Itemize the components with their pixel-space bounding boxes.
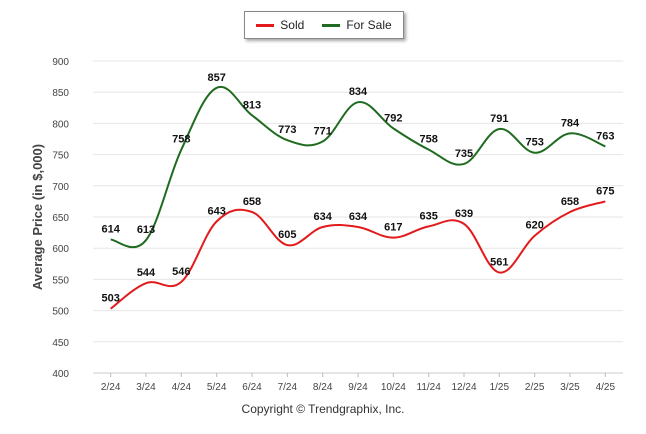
legend-label-for-sale: For Sale	[346, 18, 392, 32]
series-line-sold	[110, 200, 606, 310]
data-label-sold: 639	[455, 208, 473, 220]
data-label-for-sale: 792	[384, 112, 402, 124]
data-label-sold: 544	[137, 267, 156, 279]
y-tick-label: 550	[52, 275, 69, 286]
y-tick-label: 700	[52, 182, 69, 193]
x-tick-label: 2/25	[525, 382, 545, 393]
y-tick-label: 900	[52, 57, 69, 68]
y-tick-label: 400	[52, 369, 69, 380]
data-label-sold: 634	[349, 211, 368, 223]
legend-swatch-for-sale	[322, 23, 341, 27]
data-label-for-sale: 771	[313, 125, 331, 137]
data-label-sold: 658	[243, 196, 261, 208]
data-label-for-sale: 613	[137, 224, 155, 236]
data-label-for-sale: 614	[101, 223, 120, 235]
x-tick-label: 12/24	[451, 382, 476, 393]
y-tick-label: 650	[52, 213, 69, 224]
series-line-for-sale	[110, 85, 606, 249]
x-tick-label: 4/25	[596, 382, 616, 393]
x-tick-label: 5/24	[207, 382, 227, 393]
legend-item-sold[interactable]: Sold	[256, 18, 304, 32]
data-label-for-sale: 758	[172, 134, 190, 146]
data-label-sold: 546	[172, 266, 190, 278]
data-label-sold: 635	[419, 210, 437, 222]
x-tick-label: 9/24	[348, 382, 368, 393]
data-label-for-sale: 813	[243, 99, 261, 111]
data-label-sold: 675	[596, 185, 614, 197]
y-tick-label: 600	[52, 244, 69, 255]
y-tick-label: 750	[52, 151, 69, 162]
x-tick-label: 4/24	[172, 382, 192, 393]
chart-legend: Sold For Sale	[244, 11, 404, 39]
data-label-for-sale: 834	[349, 86, 368, 98]
x-tick-label: 3/25	[560, 382, 580, 393]
x-tick-label: 3/24	[136, 382, 156, 393]
legend-swatch-sold	[256, 23, 275, 27]
x-tick-label: 10/24	[381, 382, 406, 393]
data-label-for-sale: 784	[561, 117, 580, 129]
y-axis-title: Average Price (in $,000)	[30, 144, 45, 290]
x-tick-label: 11/24	[417, 382, 442, 393]
legend-item-for-sale[interactable]: For Sale	[322, 18, 392, 32]
data-label-for-sale: 763	[596, 130, 614, 142]
data-label-sold: 634	[313, 211, 332, 223]
legend-label-sold: Sold	[280, 18, 305, 32]
y-tick-label: 850	[52, 88, 69, 99]
x-tick-label: 7/24	[278, 382, 298, 393]
data-label-sold: 620	[525, 220, 543, 232]
x-tick-label: 6/24	[242, 382, 262, 393]
y-tick-label: 800	[52, 119, 69, 130]
data-label-sold: 605	[278, 229, 296, 241]
y-tick-label: 450	[52, 338, 69, 349]
data-label-sold: 503	[101, 293, 119, 305]
x-tick-label: 1/25	[490, 382, 510, 393]
data-label-for-sale: 735	[455, 148, 473, 160]
data-label-sold: 643	[207, 205, 225, 217]
data-label-for-sale: 857	[207, 72, 225, 84]
data-label-sold: 561	[490, 257, 508, 269]
data-label-sold: 617	[384, 222, 402, 234]
copyright-text: Copyright © Trendgraphix, Inc.	[241, 402, 405, 416]
data-label-for-sale: 753	[525, 137, 543, 149]
data-label-for-sale: 791	[490, 113, 508, 125]
data-label-for-sale: 773	[278, 124, 296, 136]
data-label-sold: 658	[561, 196, 579, 208]
y-tick-label: 500	[52, 307, 69, 318]
x-tick-label: 8/24	[313, 382, 333, 393]
data-label-for-sale: 758	[419, 134, 437, 146]
x-tick-label: 2/24	[101, 382, 121, 393]
